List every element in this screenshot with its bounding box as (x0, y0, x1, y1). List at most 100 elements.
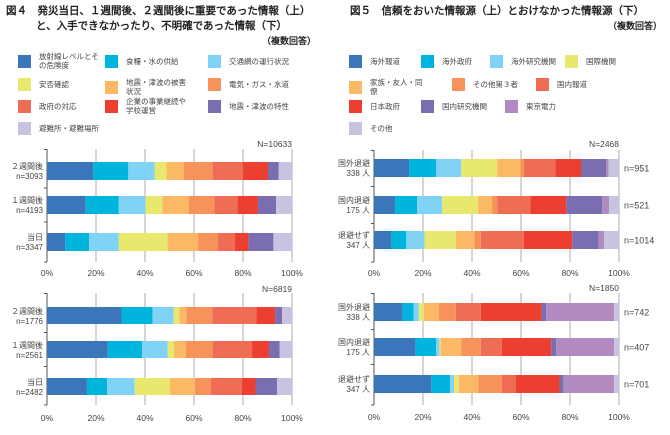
bar-segment (501, 338, 552, 356)
total-n-label: N=6819 (262, 284, 292, 294)
legend-swatch (565, 55, 578, 68)
bar-segment (282, 307, 292, 324)
bar-segment (424, 231, 456, 249)
row-sublabel: n=3093 (16, 172, 43, 181)
fig5-legend-item: 国内報道 (536, 78, 616, 91)
bar-segment (267, 162, 279, 180)
legend-label: 電気・ガス・水道 (229, 80, 289, 89)
x-tick-label: 100% (281, 268, 303, 278)
bar-segment (455, 303, 481, 321)
x-tick-label: 80% (561, 268, 578, 278)
x-tick-label: 60% (512, 412, 529, 422)
row-sublabel: 175 人 (346, 206, 370, 215)
bar-segment (541, 303, 547, 321)
x-tick-label: 40% (136, 413, 153, 423)
fig4-legend-item: 電気・ガス・水道 (208, 78, 296, 91)
legend-label: 東京電力 (526, 102, 556, 111)
bar-segment (435, 159, 462, 177)
fig5-note: （複数回答） (608, 22, 663, 32)
legend-swatch (349, 100, 362, 113)
legend-swatch (490, 55, 503, 68)
bar-segment (89, 233, 119, 251)
bar-segment (212, 341, 253, 358)
row-label: １週間後 (11, 340, 43, 350)
bar-segment (278, 162, 292, 180)
bar-segment (440, 338, 462, 356)
row-sublabel: 338 人 (346, 169, 370, 178)
bar-segment (431, 375, 451, 393)
row-sublabel: 347 人 (346, 385, 370, 394)
x-tick-label: 20% (87, 413, 104, 423)
x-tick-label: 80% (234, 413, 251, 423)
bar-segment (602, 196, 610, 214)
fig4-legend-item: 交通網の運行状況 (208, 55, 296, 68)
bar-segment (520, 159, 524, 177)
bar-segment (167, 341, 174, 358)
row-sublabel: 175 人 (346, 348, 370, 357)
bar-segment (418, 303, 424, 321)
bar-segment (47, 233, 66, 251)
bar-segment (478, 196, 493, 214)
bar-segment (152, 307, 174, 324)
row-sublabel: n=3347 (16, 243, 43, 252)
row-sublabel: n=2561 (16, 351, 43, 360)
fig5-legend-item: 日本政府 (349, 100, 429, 113)
row-label: 国内退避 (338, 195, 370, 205)
bar-segment (279, 341, 292, 358)
x-tick-label: 20% (414, 268, 431, 278)
bar-segment (118, 233, 168, 251)
bar-segment (413, 303, 419, 321)
bar-segment (145, 196, 163, 214)
bar-segment (559, 375, 564, 393)
x-tick-label: 20% (414, 412, 431, 422)
bar-segment (415, 338, 436, 356)
legend-label: その他 (370, 124, 393, 133)
bar-segment (461, 338, 481, 356)
bar-segment (604, 231, 619, 249)
row-n-label: n=701 (624, 380, 649, 390)
bar-segment (501, 375, 516, 393)
legend-swatch (505, 100, 518, 113)
bar-segment (374, 303, 403, 321)
bar-segment (492, 196, 498, 214)
bar-segment (198, 233, 219, 251)
bar-segment (185, 341, 213, 358)
bar-segment (121, 307, 153, 324)
bar-segment (458, 375, 479, 393)
x-tick-label: 40% (136, 268, 153, 278)
x-tick-label: 80% (561, 412, 578, 422)
x-tick-label: 60% (185, 268, 202, 278)
bar-segment (179, 307, 187, 324)
x-tick-label: 0% (41, 413, 54, 423)
bar-segment (572, 231, 599, 249)
bar-segment (551, 338, 557, 356)
bar-segment (480, 303, 542, 321)
row-label: ２週間後 (11, 161, 43, 171)
legend-label: 地震・津波の被害状況 (126, 78, 186, 96)
fig5-legend-item: 国際機関 (565, 55, 645, 68)
bar-segment (374, 338, 416, 356)
bar-segment (268, 341, 280, 358)
legend-swatch (421, 55, 434, 68)
row-label: 国内退避 (338, 337, 370, 347)
bar-segment (555, 159, 582, 177)
row-n-label: n=1014 (624, 236, 654, 246)
bar-segment (480, 338, 502, 356)
fig5-legend-item: 国内研究機関 (421, 100, 501, 113)
bar-segment (273, 233, 292, 251)
bar-segment (374, 375, 432, 393)
bar-segment (523, 159, 556, 177)
row-n-label: n=742 (624, 308, 649, 318)
bar-segment (450, 375, 455, 393)
row-label: 当日 (27, 232, 43, 242)
bar-segment (252, 341, 269, 358)
bar-segment (442, 196, 479, 214)
total-n-label: N=10633 (257, 139, 292, 149)
legend-swatch (421, 100, 434, 113)
bar-segment (166, 162, 184, 180)
bar-segment (218, 233, 235, 251)
legend-label: その他第３者 (473, 80, 518, 89)
bar-segment (374, 231, 392, 249)
bar-segment (237, 196, 258, 214)
bar-segment (598, 231, 605, 249)
